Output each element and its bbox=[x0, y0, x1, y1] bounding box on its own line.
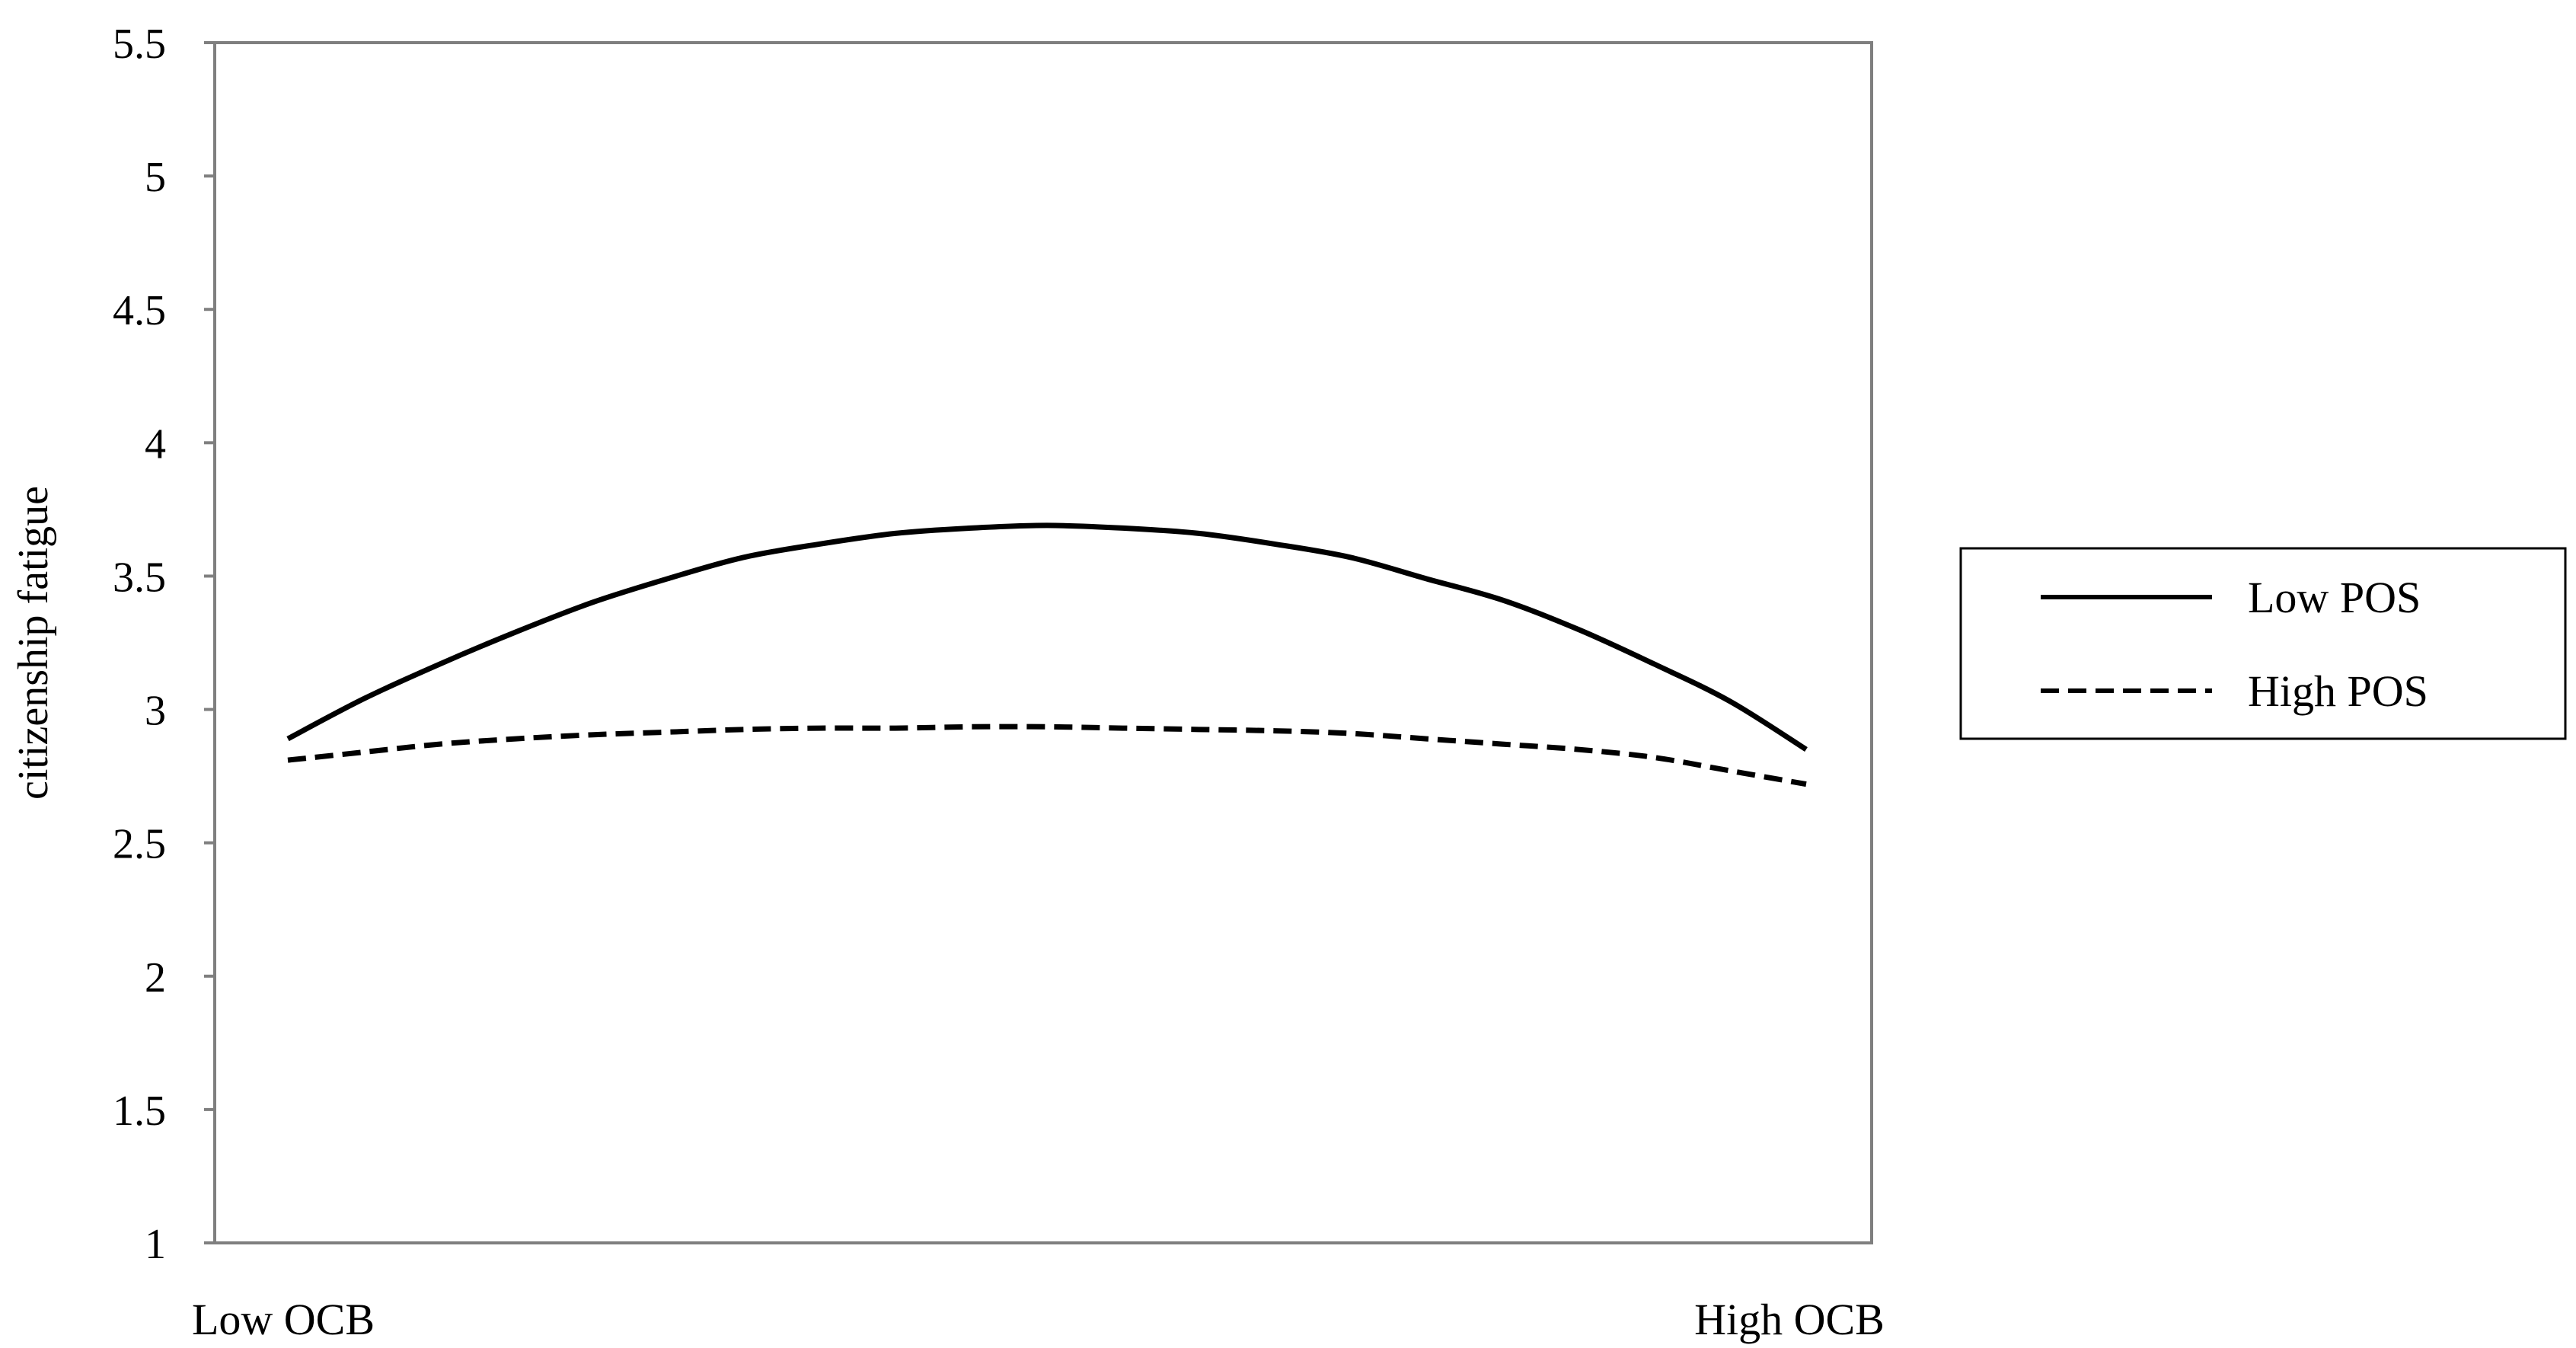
y-tick-label: 5 bbox=[145, 154, 166, 201]
y-tick-label: 1 bbox=[145, 1221, 166, 1268]
legend-label-low-pos: Low POS bbox=[2248, 573, 2421, 622]
x-tick-label: Low OCB bbox=[192, 1295, 375, 1344]
y-tick-label: 4.5 bbox=[113, 287, 166, 334]
y-tick-label: 3.5 bbox=[113, 554, 166, 601]
legend-label-high-pos: High POS bbox=[2248, 666, 2428, 716]
x-tick-label: High OCB bbox=[1694, 1295, 1885, 1344]
plot-area bbox=[213, 41, 1873, 1244]
y-tick-label: 5.5 bbox=[113, 21, 166, 68]
y-axis-label: citizenship fatigue bbox=[10, 486, 57, 800]
y-tick-label: 1.5 bbox=[113, 1088, 166, 1135]
legend-box bbox=[1959, 547, 2567, 740]
y-tick-label: 2 bbox=[145, 954, 166, 1001]
y-tick-label: 4 bbox=[145, 420, 166, 468]
y-tick-label: 2.5 bbox=[113, 821, 166, 868]
legend: Low POS High POS bbox=[1959, 547, 2567, 740]
y-tick-label: 3 bbox=[145, 688, 166, 735]
series-line-low-pos bbox=[286, 522, 1808, 752]
